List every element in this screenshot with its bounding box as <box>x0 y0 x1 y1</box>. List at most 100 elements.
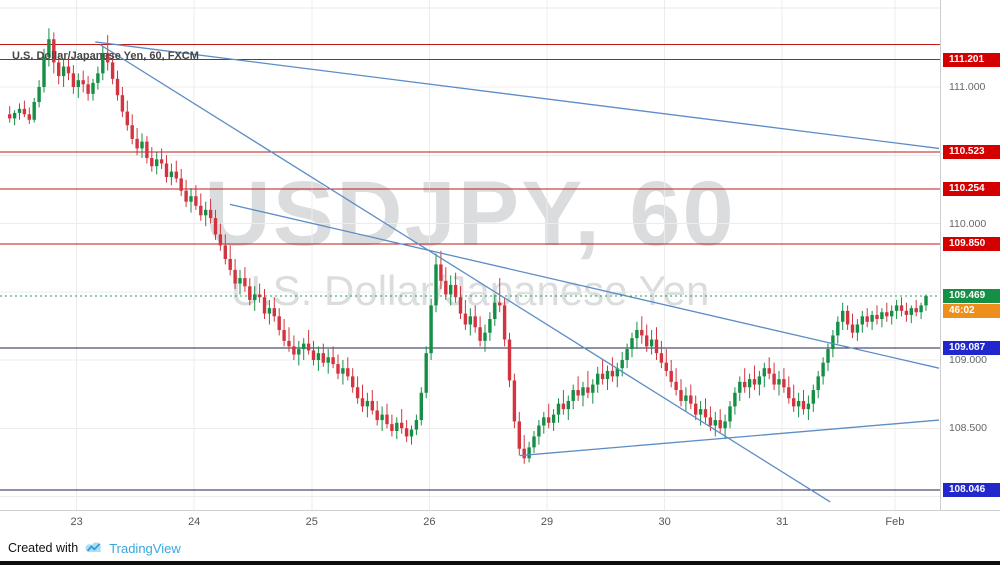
tradingview-link[interactable]: TradingView <box>109 540 181 556</box>
candle-body <box>311 350 316 360</box>
candle-body <box>223 245 227 259</box>
price-axis-label: 110.000 <box>949 217 987 230</box>
candle-body <box>238 278 242 284</box>
candle-body <box>419 392 423 421</box>
candle-body <box>282 329 286 341</box>
candle-body <box>380 414 384 421</box>
candle-body <box>174 171 178 179</box>
candle-body <box>184 190 188 202</box>
trendline <box>99 44 831 503</box>
candle-body <box>733 392 737 407</box>
candle-body <box>885 312 889 317</box>
candle-body <box>8 114 12 119</box>
candle-body <box>811 390 815 404</box>
candle-body <box>135 138 139 149</box>
candle-body <box>894 305 899 311</box>
price-level-badge: 108.046 <box>943 483 1000 498</box>
candle-body <box>890 310 894 317</box>
candle-body <box>561 403 566 410</box>
candle-body <box>924 295 928 306</box>
candle-body <box>253 294 257 300</box>
candle-body <box>522 448 526 459</box>
created-with-text: Created with <box>8 541 79 555</box>
candle-body <box>57 62 61 77</box>
candle-body <box>76 80 80 87</box>
candle-body <box>404 428 409 437</box>
candle-body <box>669 370 673 382</box>
candle-body <box>493 302 497 320</box>
candle-body <box>532 436 536 448</box>
tradingview-logo-icon[interactable] <box>85 540 102 557</box>
candle-body <box>375 410 379 421</box>
candle-body <box>218 234 223 246</box>
candle-body <box>483 332 487 341</box>
candle-body <box>204 209 208 216</box>
candle-body <box>61 66 66 77</box>
candle-body <box>140 141 144 149</box>
candle-body <box>620 360 624 369</box>
candle-body <box>321 353 325 363</box>
candle-body <box>821 362 825 377</box>
candlestick-plot[interactable] <box>0 0 940 510</box>
time-axis-label: 30 <box>658 516 671 528</box>
candle-body <box>453 284 458 298</box>
candle-body <box>542 417 546 426</box>
candle-body <box>429 305 433 354</box>
candle-body <box>189 196 193 202</box>
candle-body <box>703 409 708 418</box>
candle-body <box>684 395 688 401</box>
candle-body <box>787 387 791 399</box>
symbol-title: U.S. Dollar/Japanese Yen, 60, FXCM <box>12 50 199 62</box>
time-axis-label: 29 <box>540 516 554 528</box>
candle-body <box>125 111 129 126</box>
candle-body <box>17 108 22 113</box>
candle-body <box>272 308 276 317</box>
candle-body <box>507 339 512 381</box>
candle-body <box>831 335 835 350</box>
candle-body <box>390 424 394 431</box>
candle-body <box>424 353 428 393</box>
candle-body <box>400 422 404 429</box>
candle-body <box>96 73 100 83</box>
candle-body <box>213 218 218 235</box>
trendline <box>519 419 940 457</box>
price-axis[interactable]: 111.000 110.000 109.000 108.500 111.201 110.5… <box>940 0 1000 510</box>
candle-body <box>679 390 683 401</box>
time-axis-label: Feb <box>885 516 905 528</box>
candle-body <box>316 353 321 360</box>
candle-body <box>498 302 502 306</box>
candle-body <box>855 324 860 333</box>
candle-body <box>409 429 414 437</box>
candle-body <box>257 294 262 298</box>
candle-body <box>159 159 164 164</box>
candle-body <box>86 84 90 94</box>
candle-body <box>115 78 120 96</box>
candle-body <box>478 327 482 341</box>
footer: Created with TradingView <box>0 535 1000 565</box>
candle-body <box>169 171 174 178</box>
time-axis-label: 23 <box>70 516 83 528</box>
candle-body <box>150 157 154 167</box>
candle-body <box>81 80 85 85</box>
candle-body <box>576 390 580 396</box>
candle-body <box>110 62 115 79</box>
candle-body <box>287 340 291 347</box>
candle-body <box>870 314 874 322</box>
candle-body <box>101 52 105 74</box>
candle-body <box>12 112 17 119</box>
candle-body <box>370 400 374 411</box>
candle-body <box>306 343 311 351</box>
candle-body <box>757 376 762 385</box>
candle-body <box>179 178 183 191</box>
candle-body <box>850 324 855 333</box>
candle-body <box>106 52 110 63</box>
candle-body <box>488 319 492 333</box>
price-axis-label: 108.500 <box>949 422 987 435</box>
candle-body <box>365 400 370 407</box>
time-axis[interactable]: 23 24 25 26 29 30 31 Feb <box>0 510 1000 536</box>
candle-body <box>463 313 468 325</box>
candle-body <box>414 420 419 430</box>
candle-body <box>566 400 570 410</box>
price-level-badge: 110.523 <box>943 145 1000 160</box>
